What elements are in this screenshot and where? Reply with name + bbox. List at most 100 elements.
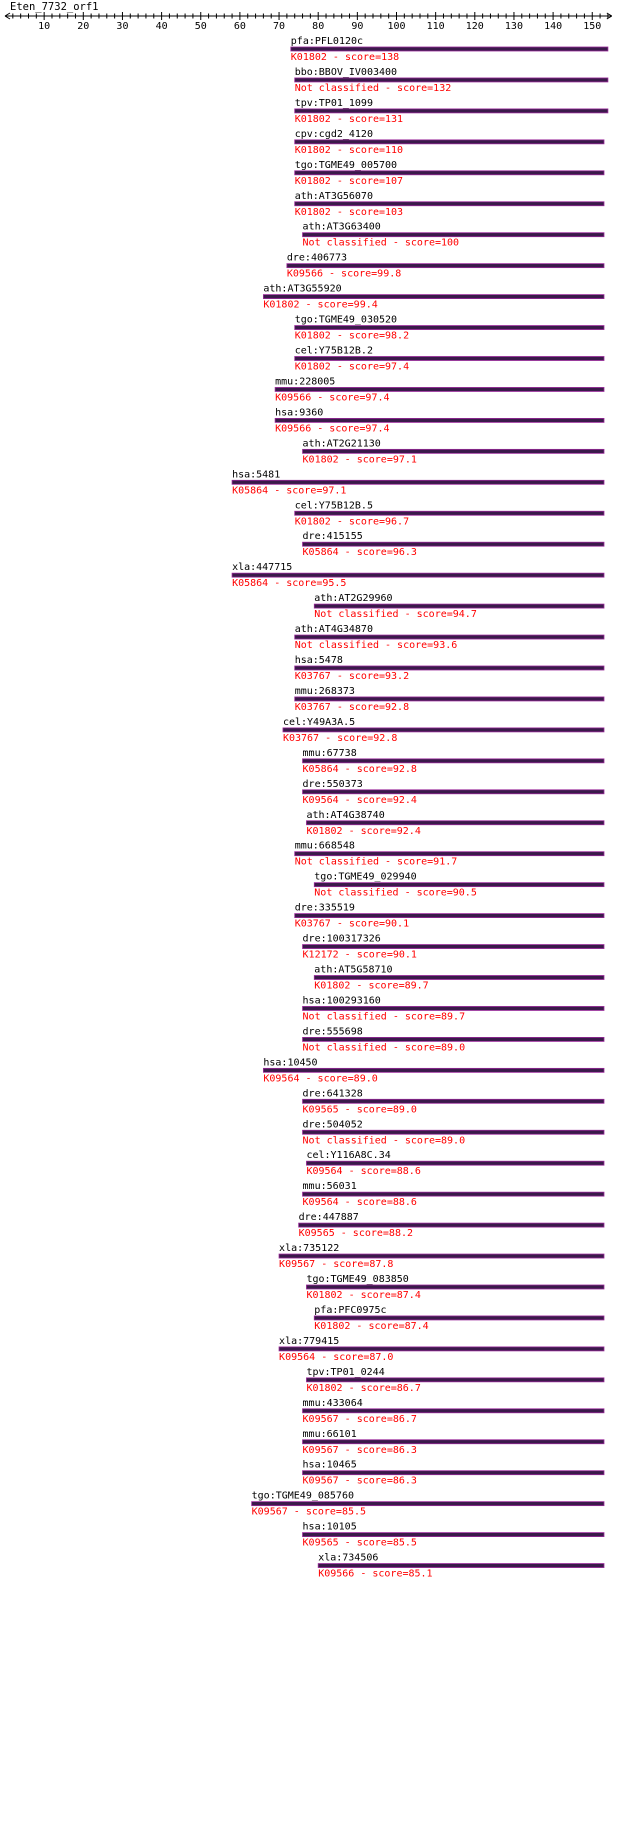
hit-gene-label[interactable]: ath:AT4G34870 [295,624,373,635]
hit-row[interactable]: tgo:TGME49_005700 K01802 - score=107 [294,160,605,187]
hit-row[interactable]: pfa:PFL0120c K01802 - score=138 [290,36,609,63]
hit-alignment-bar[interactable] [294,696,605,702]
hit-row[interactable]: dre:447887 K09565 - score=88.2 [298,1212,605,1239]
hit-row[interactable]: mmu:67738 K05864 - score=92.8 [302,748,605,775]
hit-gene-label[interactable]: cel:Y116A8C.34 [306,1150,390,1161]
hit-row[interactable]: dre:100317326 K12172 - score=90.1 [302,934,605,961]
hit-gene-label[interactable]: ath:AT5G58710 [314,965,392,976]
hit-gene-label[interactable]: pfa:PFC0975c [314,1305,386,1316]
hit-row[interactable]: tpv:TP01_0244 K01802 - score=86.7 [306,1367,605,1394]
hit-row[interactable]: cel:Y49A3A.5 K03767 - score=92.8 [282,717,605,744]
hit-gene-label[interactable]: cel:Y49A3A.5 [283,717,355,728]
hit-alignment-bar[interactable] [306,1160,605,1166]
hit-alignment-bar[interactable] [294,356,605,361]
hit-gene-label[interactable]: cpv:cgd2_4120 [295,129,373,140]
hit-row[interactable]: tgo:TGME49_085760 K09567 - score=85.5 [251,1491,605,1518]
hit-alignment-bar[interactable] [286,263,605,269]
hit-alignment-bar[interactable] [313,882,605,888]
hit-gene-label[interactable]: mmu:668548 [295,841,355,852]
hit-alignment-bar[interactable] [317,1563,605,1568]
hit-alignment-bar[interactable] [282,727,605,733]
hit-gene-label[interactable]: dre:447887 [299,1212,359,1223]
hit-row[interactable]: xla:779415 K09564 - score=87.0 [278,1336,605,1363]
hit-alignment-bar[interactable] [274,417,605,423]
hit-alignment-bar[interactable] [262,294,605,300]
hit-row[interactable]: bbo:BBOV_IV003400 Not classified - score=… [294,67,609,94]
hit-gene-label[interactable]: ath:AT3G63400 [303,222,381,233]
hit-alignment-bar[interactable] [294,201,605,207]
hit-gene-label[interactable]: ath:AT3G56070 [295,191,373,202]
hit-alignment-bar[interactable] [262,1067,605,1073]
hit-gene-label[interactable]: cel:Y75B12B.2 [295,346,373,357]
hit-row[interactable]: ath:AT2G29960 Not classified - score=94.7 [313,593,605,620]
hit-alignment-bar[interactable] [278,1253,605,1259]
hit-gene-label[interactable]: ath:AT3G55920 [263,284,341,295]
hit-row[interactable]: tgo:TGME49_083850 K01802 - score=87.4 [306,1274,605,1301]
hit-alignment-bar[interactable] [274,387,605,392]
hit-gene-label[interactable]: tgo:TGME49_030520 [295,315,397,326]
hit-gene-label[interactable]: mmu:268373 [295,686,355,697]
hit-gene-label[interactable]: ath:AT2G29960 [314,593,392,604]
hit-row[interactable]: hsa:100293160 Not classified - score=89.7 [302,995,605,1022]
hit-gene-label[interactable]: hsa:10450 [263,1057,317,1068]
hit-gene-label[interactable]: tpv:TP01_0244 [306,1367,384,1378]
hit-alignment-bar[interactable] [302,1129,605,1135]
hit-row[interactable]: cel:Y116A8C.34 K09564 - score=88.6 [306,1150,605,1177]
hit-alignment-bar[interactable] [298,1222,605,1228]
hit-row[interactable]: dre:415155 K05864 - score=96.3 [302,531,605,558]
hit-row[interactable]: hsa:10450 K09564 - score=89.0 [262,1057,605,1084]
hit-gene-label[interactable]: ath:AT2G21130 [303,438,381,449]
hit-row[interactable]: mmu:268373 K03767 - score=92.8 [294,686,605,713]
hit-alignment-bar[interactable] [231,572,605,578]
hit-gene-label[interactable]: dre:504052 [303,1119,363,1130]
hit-row[interactable]: mmu:66101 K09567 - score=86.3 [302,1429,605,1456]
hit-gene-label[interactable]: dre:641328 [303,1088,363,1099]
hit-alignment-bar[interactable] [302,1408,605,1414]
hit-row[interactable]: dre:555698 Not classified - score=89.0 [302,1026,605,1053]
hit-row[interactable]: xla:734506 K09566 - score=85.1 [317,1553,605,1580]
hit-alignment-bar[interactable] [294,913,605,918]
hit-alignment-bar[interactable] [302,1439,605,1445]
hit-alignment-bar[interactable] [294,108,609,114]
hit-alignment-bar[interactable] [294,325,605,330]
hit-row[interactable]: dre:504052 Not classified - score=89.0 [302,1119,605,1146]
hit-gene-label[interactable]: xla:734506 [318,1553,378,1564]
hit-gene-label[interactable]: tpv:TP01_1099 [295,98,373,109]
hit-gene-label[interactable]: ath:AT4G38740 [306,810,384,821]
hit-alignment-bar[interactable] [302,448,605,454]
hit-row[interactable]: cpv:cgd2_4120 K01802 - score=110 [294,129,605,156]
hit-row[interactable]: hsa:9360 K09566 - score=97.4 [274,407,605,434]
hit-row[interactable]: cel:Y75B12B.5 K01802 - score=96.7 [294,500,605,527]
hit-gene-label[interactable]: mmu:56031 [303,1181,357,1192]
hit-gene-label[interactable]: xla:447715 [232,562,292,573]
hit-row[interactable]: ath:AT4G38740 K01802 - score=92.4 [306,810,605,837]
hit-row[interactable]: hsa:5478 K03767 - score=93.2 [294,655,605,682]
hit-alignment-bar[interactable] [294,139,605,145]
hit-row[interactable]: hsa:5481 K05864 - score=97.1 [231,469,605,496]
hit-alignment-bar[interactable] [302,232,605,238]
hit-alignment-bar[interactable] [231,479,605,485]
hit-gene-label[interactable]: tgo:TGME49_083850 [306,1274,408,1285]
hit-gene-label[interactable]: mmu:228005 [275,376,335,387]
hit-row[interactable]: ath:AT4G34870 Not classified - score=93.6 [294,624,605,651]
hit-alignment-bar[interactable] [294,170,605,176]
hit-row[interactable]: mmu:668548 Not classified - score=91.7 [294,841,605,868]
hit-gene-label[interactable]: hsa:9360 [275,407,323,418]
hit-gene-label[interactable]: dre:555698 [303,1026,363,1037]
hit-row[interactable]: ath:AT2G21130 K01802 - score=97.1 [302,438,605,465]
hit-gene-label[interactable]: dre:406773 [287,253,347,264]
hit-gene-label[interactable]: dre:550373 [303,779,363,790]
hit-gene-label[interactable]: xla:735122 [279,1243,339,1254]
hit-alignment-bar[interactable] [302,1037,605,1042]
hit-row[interactable]: dre:550373 K09564 - score=92.4 [302,779,605,806]
hit-row[interactable]: dre:335519 K03767 - score=90.1 [294,903,605,930]
hit-alignment-bar[interactable] [294,665,605,671]
hit-alignment-bar[interactable] [302,944,605,949]
hit-gene-label[interactable]: hsa:10105 [303,1522,357,1533]
hit-gene-label[interactable]: tgo:TGME49_029940 [314,872,416,883]
hit-alignment-bar[interactable] [302,758,605,764]
hit-row[interactable]: xla:735122 K09567 - score=87.8 [278,1243,605,1270]
hit-gene-label[interactable]: mmu:433064 [303,1398,363,1409]
hit-alignment-bar[interactable] [294,77,609,83]
hit-row[interactable]: hsa:10105 K09565 - score=85.5 [302,1522,605,1549]
